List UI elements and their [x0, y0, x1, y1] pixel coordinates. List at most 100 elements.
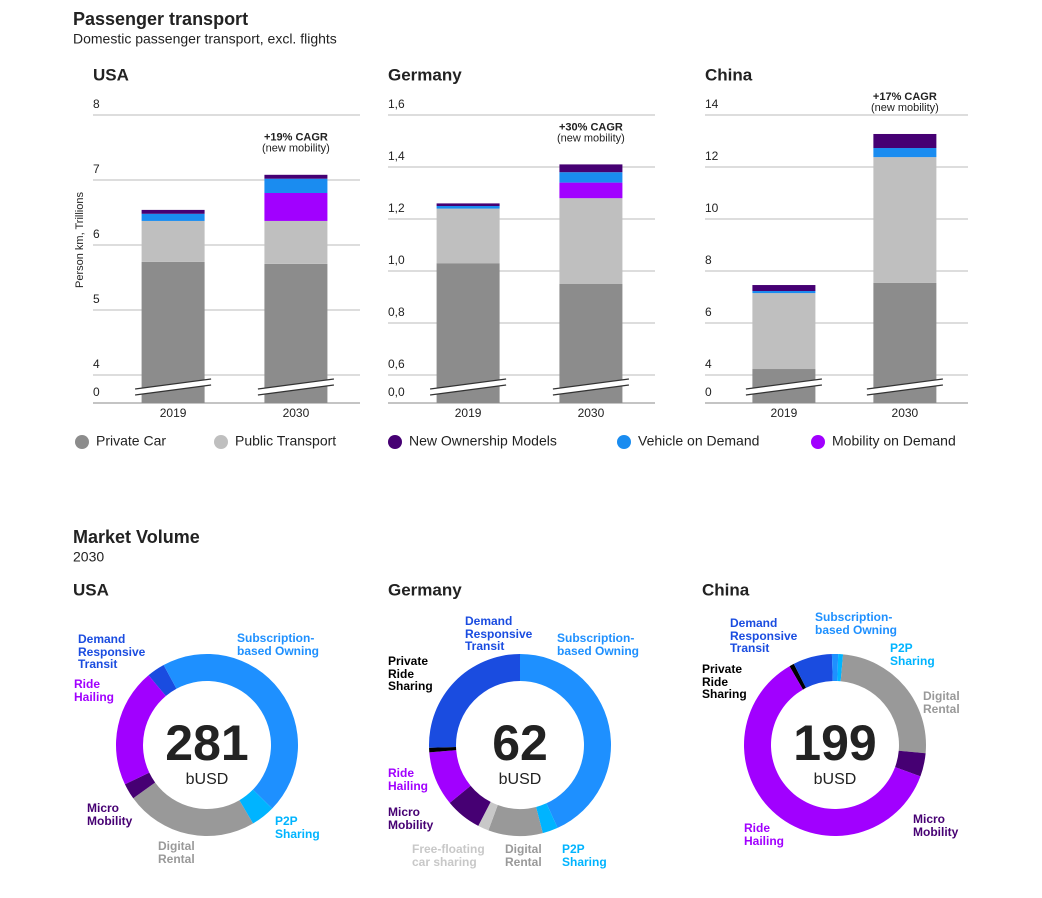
x-tick-label: 2019: [160, 406, 187, 420]
bar-segment: [752, 291, 816, 294]
x-tick-label: 2019: [455, 406, 482, 420]
y-tick-label: 0,0: [388, 385, 405, 399]
legend-label: Private Car: [96, 433, 166, 449]
axis-break: [866, 378, 943, 390]
donut-segment: [148, 665, 177, 696]
segment-label: Demand Responsive Transit: [730, 616, 798, 655]
donut-segment: [536, 803, 558, 834]
bar-segment: [559, 182, 623, 199]
y-tick-label: 8: [705, 253, 712, 267]
segment-label: Subscription-based Owning: [237, 631, 320, 658]
section-subtitle: 2030: [73, 549, 104, 565]
donut-segment: [429, 750, 471, 803]
donut-segment: [429, 746, 457, 753]
segment-label: Private Ride Sharing: [702, 662, 747, 701]
segment-label: Digital Rental: [505, 842, 542, 869]
y-tick-label: 8: [93, 97, 100, 111]
legend-label: New Ownership Models: [409, 433, 557, 449]
legend-marker: [617, 435, 631, 449]
bar-segment: [264, 174, 328, 179]
y-tick-label: 0: [705, 385, 712, 399]
axis-break: [552, 384, 629, 396]
donut-segment: [124, 772, 156, 799]
bar-segment: [436, 263, 500, 403]
bar-segment: [436, 208, 500, 264]
donut-segment: [116, 675, 166, 785]
chart-title: Germany: [388, 580, 462, 599]
segment-label: Free-floating car sharing: [412, 842, 485, 869]
axis-break: [430, 378, 507, 390]
donut-unit: bUSD: [814, 771, 857, 788]
y-tick-label: 0,6: [388, 357, 405, 371]
segment-label: Demand Responsive Transit: [78, 632, 146, 671]
x-tick-label: 2030: [578, 406, 605, 420]
donut-segment: [239, 789, 273, 824]
axis-break: [135, 379, 212, 395]
y-tick-label: 5: [93, 292, 100, 306]
bar-segment: [264, 263, 328, 403]
annotation-note: (new mobility): [262, 143, 330, 155]
donut-segment: [837, 654, 844, 682]
bar-segment: [141, 261, 205, 403]
segment-label: P2P Sharing: [890, 641, 935, 668]
y-tick-label: 4: [93, 357, 100, 371]
axis-break: [745, 384, 822, 396]
y-tick-label: 7: [93, 162, 100, 176]
axis-break: [552, 379, 629, 395]
y-tick-label: 14: [705, 97, 719, 111]
y-axis-label: Person km, Trillions: [74, 192, 86, 288]
axis-break: [745, 378, 822, 390]
x-tick-label: 2030: [283, 406, 310, 420]
donut-unit: bUSD: [186, 771, 229, 788]
legend-label: Public Transport: [235, 433, 336, 449]
donut-segment: [163, 653, 299, 809]
donut-segment: [488, 805, 543, 837]
axis-break: [430, 384, 507, 396]
donut-unit: bUSD: [499, 771, 542, 788]
legend-label: Vehicle on Demand: [638, 433, 759, 449]
donut-total: 62: [492, 715, 548, 771]
bar-segment: [141, 213, 205, 221]
legend-marker: [75, 435, 89, 449]
y-tick-label: 0: [93, 385, 100, 399]
axis-break: [745, 379, 822, 395]
donut-total: 281: [165, 715, 248, 771]
bar-segment: [436, 203, 500, 206]
bar-segment: [752, 285, 816, 292]
bar-segment: [873, 133, 937, 149]
x-tick-label: 2019: [771, 406, 798, 420]
segment-label: P2P Sharing: [275, 814, 320, 841]
x-tick-label: 2030: [892, 406, 919, 420]
section-title: Market Volume: [73, 527, 200, 547]
segment-label: Micro Mobility: [87, 801, 133, 828]
segment-label: Private Ride Sharing: [388, 654, 433, 693]
annotation: +17% CAGR: [873, 91, 937, 103]
donut-segment: [520, 654, 612, 828]
segment-label: Ride Hailing: [74, 677, 115, 704]
bar-segment: [264, 193, 328, 221]
legend-label: Mobility on Demand: [832, 433, 956, 449]
y-tick-label: 1,0: [388, 253, 405, 267]
legend-marker: [388, 435, 402, 449]
segment-label: Micro Mobility: [913, 812, 959, 839]
donut-segment: [478, 801, 498, 831]
legend-marker: [214, 435, 228, 449]
axis-break: [866, 379, 943, 395]
donut-segment: [831, 654, 839, 682]
donut-segment: [793, 654, 833, 688]
bar-segment: [141, 209, 205, 214]
bar-segment: [559, 164, 623, 173]
y-tick-label: 12: [705, 149, 719, 163]
axis-break: [866, 384, 943, 396]
segment-label: Ride Hailing: [388, 766, 429, 793]
bar-segment: [873, 148, 937, 158]
segment-label: Ride Hailing: [744, 821, 785, 848]
bar-segment: [752, 293, 816, 370]
donut-segment: [429, 654, 520, 748]
donut-segment: [133, 782, 254, 836]
segment-label: Digital Rental: [158, 839, 195, 866]
annotation: +19% CAGR: [264, 132, 328, 144]
segment-label: Subscription-based Owning: [557, 631, 640, 658]
